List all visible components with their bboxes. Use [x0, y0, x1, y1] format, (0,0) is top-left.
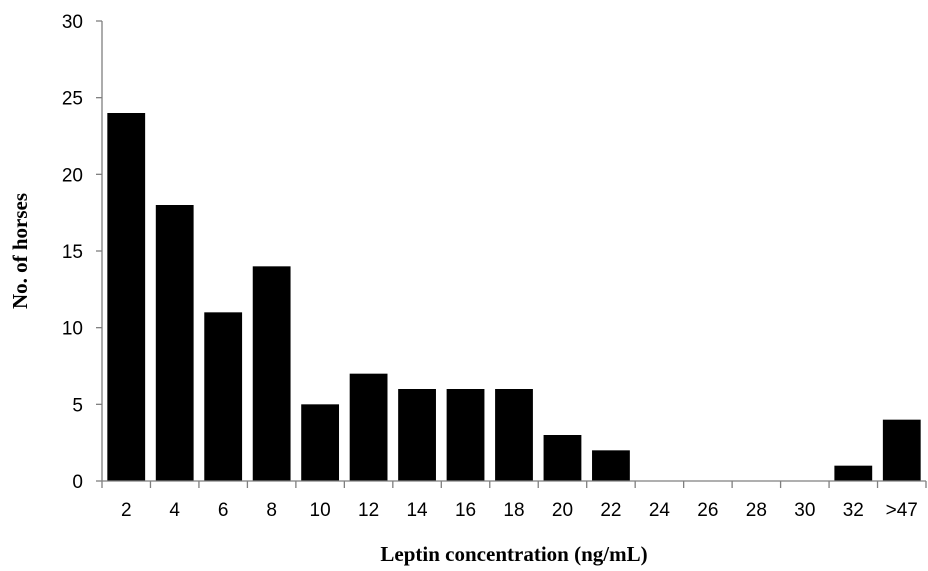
y-tick-label: 20 [62, 165, 83, 186]
x-tick-label: 24 [649, 500, 671, 521]
y-tick-label: 10 [62, 319, 83, 340]
bar [834, 465, 873, 481]
y-tick-label: 30 [62, 12, 83, 33]
x-tick-label: 10 [310, 500, 331, 521]
x-tick-label: 18 [503, 500, 524, 521]
x-tick-label: 20 [552, 500, 573, 521]
y-tick-label: 0 [72, 472, 83, 493]
bar [592, 450, 630, 481]
bar [252, 266, 291, 481]
x-tick-label: 4 [169, 500, 180, 521]
x-tick-label: 26 [697, 500, 718, 521]
bar [204, 312, 243, 481]
bar [349, 373, 388, 481]
bar-series [107, 113, 921, 481]
bar [495, 389, 533, 481]
x-tick-label: 32 [843, 500, 864, 521]
y-axis-title: No. of horses [8, 193, 32, 309]
x-tick-label: 30 [794, 500, 815, 521]
y-tick-label: 25 [62, 89, 83, 110]
x-tick-label: 28 [746, 500, 767, 521]
x-tick-label: 2 [121, 500, 132, 521]
x-tick-label: >47 [886, 500, 918, 521]
bar [543, 435, 582, 481]
y-tick-label: 15 [62, 242, 83, 263]
bar [882, 419, 921, 481]
bar [398, 389, 436, 481]
bar [107, 113, 146, 481]
bar [301, 404, 340, 481]
x-axis-ticks: 2 4 6 8 10 12 14 16 18 20 22 24 26 28 30 32 >47 [101, 481, 927, 521]
x-tick-label: 22 [600, 500, 621, 521]
x-tick-label: 6 [218, 500, 229, 521]
x-tick-label: 14 [406, 500, 428, 521]
y-tick-label: 5 [72, 395, 83, 416]
bar [155, 205, 194, 481]
bar [446, 389, 485, 481]
x-tick-label: 12 [358, 500, 379, 521]
y-axis-ticks: 0 5 10 15 20 25 30 [62, 12, 102, 493]
x-tick-label: 8 [266, 500, 277, 521]
x-axis-title: Leptin concentration (ng/mL) [380, 542, 647, 566]
x-tick-label: 16 [455, 500, 476, 521]
